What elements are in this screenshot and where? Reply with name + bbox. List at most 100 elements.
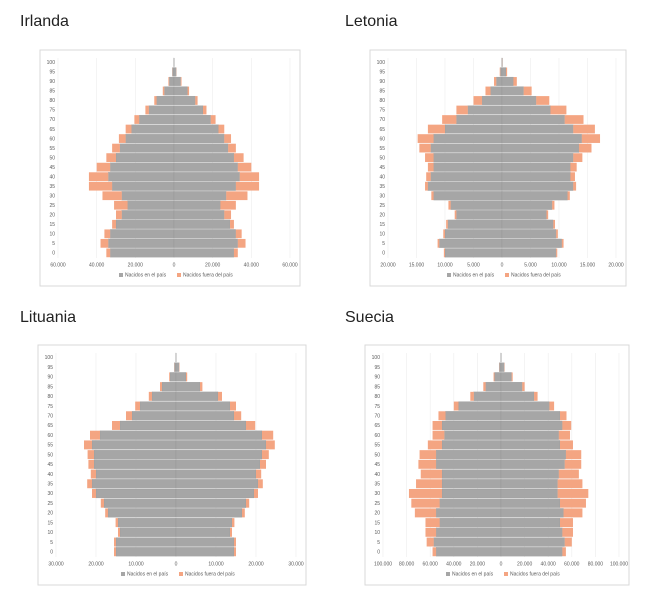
bar: [444, 248, 503, 258]
y-tick-label: 70: [374, 413, 380, 419]
legend-swatch: [447, 273, 451, 277]
bar: [445, 411, 502, 421]
bar: [173, 153, 235, 163]
bar: [483, 382, 486, 392]
y-tick-label: 35: [374, 481, 380, 487]
y-tick-label: 50: [47, 452, 53, 458]
bar: [119, 143, 175, 153]
bar: [246, 498, 250, 508]
bar: [500, 527, 563, 537]
bar: [112, 181, 175, 191]
bar: [256, 469, 262, 479]
bar: [473, 391, 502, 401]
legend-label: Nacidos fuera del país: [183, 272, 233, 278]
bar: [99, 430, 177, 440]
bar: [436, 508, 502, 518]
bar: [173, 219, 231, 229]
legend-swatch: [179, 572, 183, 576]
bar: [235, 229, 242, 239]
bar: [448, 200, 451, 210]
bar: [148, 391, 152, 401]
bar: [151, 391, 177, 401]
bar: [560, 411, 567, 421]
bar: [485, 382, 502, 392]
bar: [230, 401, 236, 411]
y-tick-label: 60: [47, 433, 53, 439]
bar: [175, 498, 247, 508]
bar: [556, 229, 558, 239]
y-tick-label: 25: [379, 203, 385, 209]
bar: [573, 181, 577, 191]
bar: [500, 401, 550, 411]
x-tick-label: 20.000: [128, 262, 144, 268]
bar: [432, 430, 445, 440]
bar: [581, 134, 601, 143]
bar: [500, 440, 561, 450]
y-tick-label: 5: [382, 241, 385, 247]
y-tick-label: 80: [47, 394, 53, 400]
y-tick-label: 0: [377, 549, 380, 555]
y-tick-label: 45: [379, 165, 385, 171]
y-tick-label: 10: [47, 530, 53, 536]
bar: [501, 248, 557, 258]
bar: [108, 238, 175, 248]
y-tick-label: 35: [49, 184, 55, 190]
bar: [173, 210, 225, 220]
bar: [458, 401, 502, 411]
bar: [523, 86, 532, 96]
bar: [233, 248, 238, 258]
bar: [246, 421, 256, 430]
bar: [439, 498, 502, 508]
bar: [102, 191, 122, 201]
bar: [107, 508, 177, 518]
bar: [500, 469, 559, 479]
bar: [95, 469, 177, 479]
bar: [224, 210, 232, 220]
bar: [126, 411, 132, 421]
bar: [494, 77, 497, 86]
bar: [481, 95, 503, 105]
bar: [425, 518, 440, 528]
bar: [501, 210, 547, 220]
x-tick-label: 60.000: [50, 262, 66, 268]
bar: [118, 134, 126, 143]
bar: [266, 440, 275, 450]
bar: [500, 362, 505, 372]
x-tick-label: 30.000: [288, 561, 304, 567]
bar: [501, 229, 557, 239]
bar: [106, 248, 111, 258]
bar: [453, 401, 459, 411]
bar: [254, 489, 258, 498]
y-tick-label: 30: [49, 193, 55, 199]
bar: [260, 459, 266, 469]
y-tick-label: 95: [379, 70, 385, 76]
bar: [96, 162, 111, 172]
bar: [88, 172, 109, 182]
y-tick-label: 40: [49, 174, 55, 180]
bar: [175, 420, 247, 431]
bar: [156, 95, 175, 105]
y-tick-label: 20: [379, 212, 385, 218]
bar: [91, 440, 177, 450]
y-tick-label: 75: [374, 404, 380, 410]
bar: [553, 219, 556, 229]
bar: [173, 134, 225, 144]
bar: [432, 421, 442, 430]
bar: [501, 67, 507, 77]
y-tick-label: 95: [49, 70, 55, 76]
bar: [558, 469, 579, 479]
bar: [411, 498, 440, 508]
bar: [564, 459, 582, 469]
x-tick-label: 20.000: [205, 262, 221, 268]
bar: [90, 430, 100, 440]
legend-label: Nacidos en el país: [125, 272, 167, 278]
bar: [173, 162, 238, 172]
y-tick-label: 25: [374, 501, 380, 507]
bar: [441, 420, 502, 431]
bar: [169, 76, 175, 86]
bar: [114, 200, 128, 210]
bar: [427, 124, 445, 134]
bar: [175, 391, 219, 401]
bar: [175, 372, 187, 382]
